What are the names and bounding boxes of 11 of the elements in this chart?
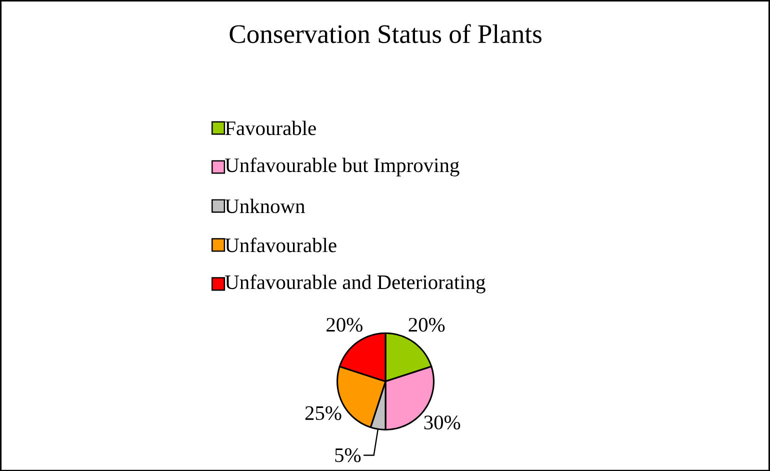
- data-label: 20%: [326, 318, 362, 332]
- chart-title: Conservation Status of Plants: [230, 24, 542, 43]
- legend-label: Unfavourable and Deteriorating: [225, 274, 486, 294]
- data-label: 30%: [424, 415, 460, 430]
- legend-label: Unfavourable but Improving: [225, 157, 460, 176]
- legend-label: Favourable: [225, 120, 316, 135]
- legend-label: Unknown: [225, 198, 305, 213]
- legend-label: Unfavourable: [225, 237, 336, 252]
- data-label: 25%: [305, 406, 342, 420]
- data-label: 5%: [335, 448, 361, 462]
- data-label: 20%: [408, 318, 445, 332]
